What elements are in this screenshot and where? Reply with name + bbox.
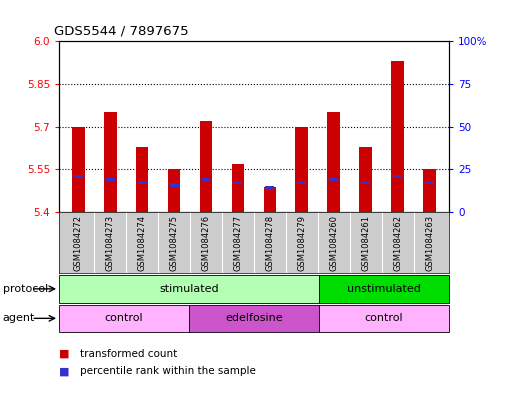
Text: control: control (105, 313, 143, 323)
Bar (106, 178, 114, 181)
Text: percentile rank within the sample: percentile rank within the sample (80, 366, 255, 376)
Text: GSM1084274: GSM1084274 (137, 215, 147, 271)
Bar (319, 275, 449, 303)
Bar (59, 305, 189, 332)
Bar (233, 181, 243, 184)
Text: GSM1084279: GSM1084279 (298, 215, 306, 271)
Text: ■: ■ (59, 366, 69, 376)
Bar (327, 112, 340, 212)
Bar (170, 184, 179, 187)
Bar (104, 112, 116, 212)
Text: unstimulated: unstimulated (347, 284, 421, 294)
Bar (298, 181, 306, 184)
Bar (189, 305, 319, 332)
Text: GSM1084272: GSM1084272 (74, 215, 83, 271)
Bar (59, 275, 319, 303)
Text: GSM1084277: GSM1084277 (233, 215, 243, 272)
Text: control: control (365, 313, 403, 323)
Text: stimulated: stimulated (159, 284, 219, 294)
Text: protocol: protocol (3, 284, 48, 294)
Bar (391, 61, 404, 212)
Bar (168, 169, 181, 212)
Bar (72, 127, 85, 212)
Bar (136, 147, 148, 212)
Bar (265, 186, 274, 190)
Text: GSM1084262: GSM1084262 (393, 215, 402, 271)
Bar (329, 178, 338, 181)
Bar (295, 127, 308, 212)
Bar (425, 181, 434, 184)
Text: GSM1084261: GSM1084261 (361, 215, 370, 271)
Text: transformed count: transformed count (80, 349, 177, 359)
Bar (202, 178, 210, 181)
Text: GSM1084260: GSM1084260 (329, 215, 339, 271)
Text: GSM1084275: GSM1084275 (169, 215, 179, 271)
Text: ■: ■ (59, 349, 69, 359)
Text: GSM1084278: GSM1084278 (265, 215, 274, 272)
Bar (74, 175, 83, 178)
Text: edelfosine: edelfosine (225, 313, 283, 323)
Text: agent: agent (3, 313, 35, 323)
Bar (361, 181, 370, 184)
Bar (231, 164, 244, 212)
Text: GSM1084263: GSM1084263 (425, 215, 434, 272)
Bar (137, 181, 147, 184)
Text: GSM1084273: GSM1084273 (106, 215, 114, 272)
Bar (360, 147, 372, 212)
Bar (393, 175, 402, 178)
Bar (200, 121, 212, 212)
Bar (264, 187, 277, 212)
Text: GSM1084276: GSM1084276 (202, 215, 210, 272)
Bar (423, 169, 436, 212)
Bar (319, 305, 449, 332)
Text: GDS5544 / 7897675: GDS5544 / 7897675 (54, 24, 188, 37)
